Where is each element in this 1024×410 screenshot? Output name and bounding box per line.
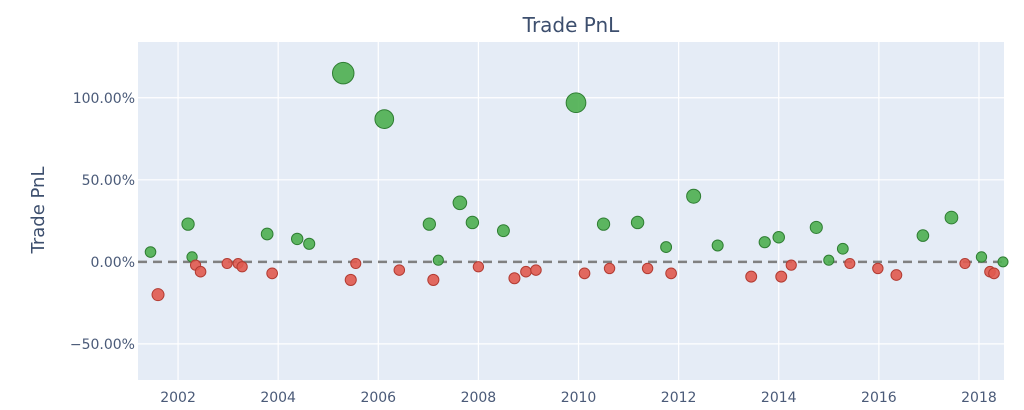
winning-trade-point [496,224,510,238]
x-tick-label: 2002 [160,390,196,406]
y-axis-ticks: −50.00% 0.00% 50.00% 100.00% [70,91,135,353]
losing-trade-point [508,272,521,285]
losing-trade-point [221,257,233,270]
winning-trade-point [144,246,157,258]
y-tick-label: 50.00% [82,173,135,189]
losing-trade-point [530,264,542,276]
x-tick-label: 2006 [360,390,396,406]
winning-trade-point [772,231,785,244]
plot-area [138,42,1004,380]
winning-trade-point [944,210,959,225]
data-points [144,61,1009,302]
winning-trade-point [181,217,195,231]
winning-trade-point [374,109,395,129]
y-axis-label: Trade PnL [28,167,49,255]
x-tick-label: 2016 [861,390,897,406]
losing-trade-point [988,267,1000,280]
winning-trade-point [331,61,355,85]
losing-trade-point [641,262,654,275]
winning-trade-point [630,215,645,230]
winning-trade-point [809,220,823,234]
y-tick-label: 100.00% [73,91,135,107]
losing-trade-point [775,270,788,283]
chart-title: Trade PnL [522,13,620,37]
winning-trade-point [711,239,724,252]
winning-trade-point [660,241,673,254]
losing-trade-point [151,288,165,302]
winning-trade-point [758,236,771,249]
x-tick-label: 2018 [961,390,997,406]
winning-trade-point [975,251,988,263]
losing-trade-point [959,257,971,270]
losing-trade-point [393,264,406,276]
losing-trade-point [427,273,440,286]
losing-trade-point [520,265,532,278]
winning-trade-point [997,256,1009,268]
losing-trade-point [236,261,248,273]
winning-trade-point [452,195,468,211]
losing-trade-point [665,267,677,280]
y-tick-label: 0.00% [91,255,135,271]
losing-trade-point [745,270,758,283]
losing-trade-point [890,269,903,281]
x-tick-label: 2010 [561,390,597,406]
winning-trade-point [836,242,849,255]
x-tick-label: 2004 [260,390,296,406]
winning-trade-point [432,254,444,266]
x-tick-label: 2014 [761,390,797,406]
winning-trade-point [916,229,930,242]
losing-trade-point [194,265,207,278]
winning-trade-point [823,254,835,266]
x-axis-ticks: 2002 2004 2006 2008 2010 2012 2014 2016 2018 [160,390,997,406]
winning-trade-point [303,237,316,250]
winning-trade-point [422,217,436,231]
losing-trade-point [603,262,616,275]
losing-trade-point [872,262,884,275]
losing-trade-point [472,261,485,273]
losing-trade-point [344,273,357,286]
losing-trade-point [844,257,856,270]
losing-trade-point [266,267,279,280]
winning-trade-point [686,188,702,204]
winning-trade-point [465,215,480,230]
winning-trade-point [260,227,274,241]
x-tick-label: 2012 [661,390,697,406]
losing-trade-point [350,257,362,270]
losing-trade-point [785,259,797,271]
y-tick-label: −50.00% [70,337,135,353]
losing-trade-point [578,267,591,280]
grid-lines [138,42,1004,380]
winning-trade-point [290,232,304,246]
winning-trade-point [596,217,611,231]
winning-trade-point [565,92,587,114]
x-tick-label: 2008 [461,390,497,406]
